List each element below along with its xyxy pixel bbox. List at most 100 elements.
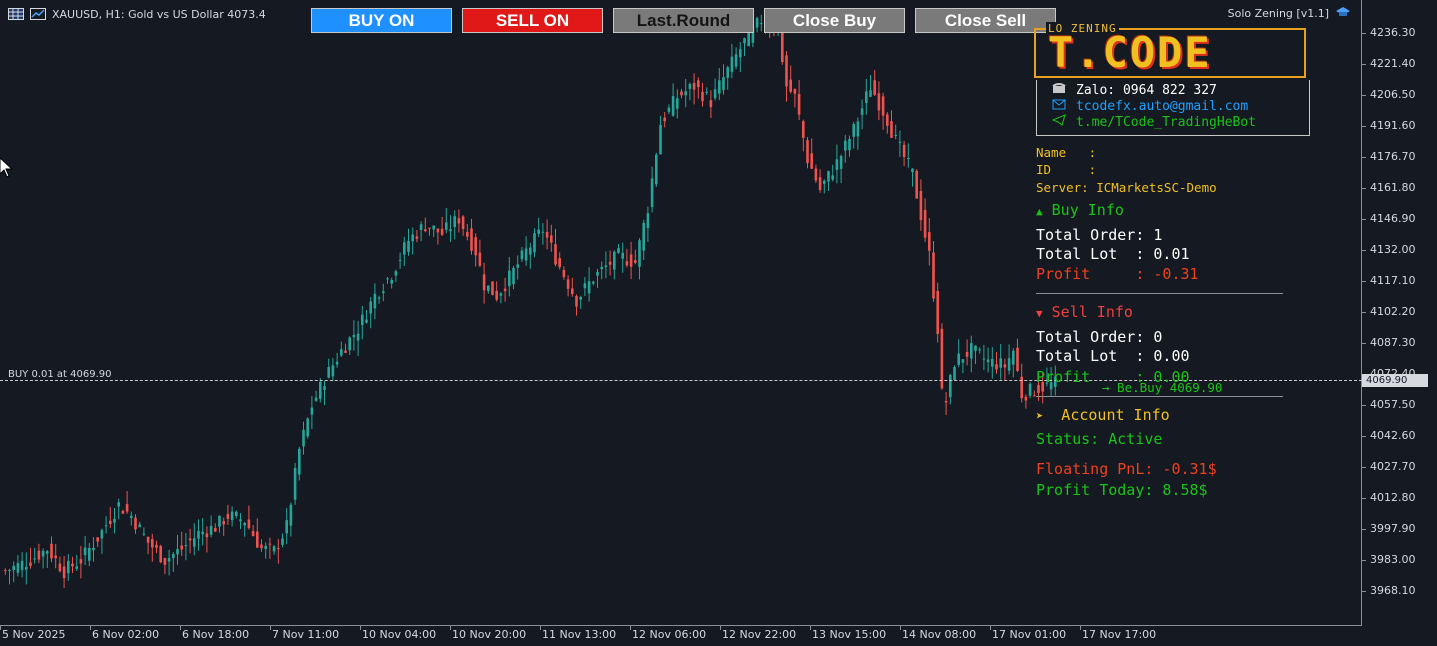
candle-body (1054, 376, 1057, 387)
candle-body (289, 504, 293, 526)
candle-body (440, 228, 444, 235)
candle-body (898, 141, 902, 143)
candle-body (46, 551, 49, 554)
price-label: 4236.30 (1370, 26, 1416, 39)
candle-body (415, 236, 419, 239)
symbol-description: XAUUSD, H1: Gold vs US Dollar 4073.4 (52, 7, 266, 21)
candle-body (919, 190, 923, 221)
candle-body (940, 328, 944, 389)
close-sell-button[interactable]: Close Sell (915, 8, 1056, 33)
candle-body (986, 359, 990, 363)
price-label: 4102.20 (1370, 305, 1416, 318)
sell-on-button[interactable]: SELL ON (462, 8, 603, 33)
candle-body (58, 563, 62, 572)
buy-on-button[interactable]: BUY ON (311, 8, 452, 33)
candle-body (8, 569, 11, 571)
candle-body (361, 314, 364, 326)
candle-body (264, 545, 267, 549)
candle-body (1020, 376, 1023, 399)
candle-body (369, 301, 372, 314)
last-round-button[interactable]: Last.Round (613, 8, 754, 33)
account-info-title: Account Info (1061, 406, 1170, 424)
sell-profit: Profit : 0.00 (1036, 368, 1190, 386)
candle-body (562, 270, 566, 278)
price-tick (1362, 343, 1366, 344)
price-tick (1362, 498, 1366, 499)
candle-body (302, 429, 305, 447)
candle-body (487, 285, 490, 291)
candle-body (113, 518, 116, 523)
candle-body (323, 386, 326, 390)
candle-body (293, 468, 297, 500)
chart-type-icon[interactable] (30, 8, 46, 20)
grid-icon[interactable] (8, 8, 24, 20)
candle-body (545, 231, 549, 238)
candle-body (713, 89, 717, 99)
candle-body (180, 545, 183, 550)
candle-body (71, 563, 74, 567)
email-text: tcodefx.auto@gmail.com (1076, 98, 1249, 114)
candle-body (310, 407, 314, 415)
price-tick (1362, 281, 1366, 282)
candle-body (54, 555, 57, 559)
candle-body (667, 107, 671, 112)
candle-body (411, 234, 414, 242)
candle-body (802, 121, 805, 138)
candle-body (995, 364, 998, 370)
candle-body (659, 125, 662, 155)
candle-body (394, 271, 398, 276)
candle-body (743, 38, 746, 44)
time-label: 6 Nov 02:00 (92, 628, 160, 641)
contact-telegram: t.me/TCode_TradingHeBot (1051, 114, 1256, 130)
candle-body (512, 267, 515, 285)
candle-body (491, 281, 494, 295)
candle-body (20, 560, 24, 570)
candle-body (957, 353, 960, 365)
candle-body (617, 248, 620, 253)
open-order-line[interactable] (0, 380, 1362, 381)
candle-body (865, 91, 868, 103)
time-tick (540, 626, 541, 630)
candle-body (823, 180, 826, 184)
candlestick-chart[interactable] (0, 0, 1362, 626)
price-tick (1362, 467, 1366, 468)
expert-advisor-name[interactable]: Solo Zening [v1.1] (1228, 6, 1351, 21)
candle-body (781, 24, 784, 63)
sell-info-title: Sell Info (1051, 303, 1133, 321)
candle-body (587, 281, 591, 294)
candle-body (100, 529, 104, 539)
price-axis[interactable]: 4236.30 4221.40 4206.50 4191.60 4176.70 4161.… (1362, 0, 1437, 646)
close-buy-button[interactable]: Close Buy (764, 8, 905, 33)
price-label: 3997.90 (1370, 522, 1416, 535)
price-label: 4117.10 (1370, 274, 1416, 287)
candle-body (67, 560, 70, 574)
candle-body (970, 343, 973, 359)
telegram-icon (1051, 114, 1066, 130)
candle-body (83, 547, 87, 556)
candle-body (285, 520, 288, 534)
candle-body (79, 559, 83, 564)
candle-body (117, 502, 120, 507)
candle-body (1037, 384, 1040, 393)
candle-body (251, 531, 255, 537)
time-tick (810, 626, 811, 630)
candle-body (797, 94, 801, 115)
candle-body (566, 279, 570, 289)
time-tick (630, 626, 631, 630)
account-name: Name : (1036, 145, 1097, 160)
candle-body (230, 511, 234, 521)
time-axis[interactable]: 5 Nov 2025 6 Nov 02:00 6 Nov 18:00 7 Nov 11… (0, 626, 1362, 646)
candle-body (692, 83, 696, 90)
chart-area[interactable] (0, 0, 1362, 626)
candle-body (1007, 358, 1011, 371)
phone-icon (1052, 82, 1066, 98)
open-order-label: BUY 0.01 at 4069.90 (8, 369, 112, 380)
candle-body (239, 519, 242, 522)
candle-body (705, 91, 708, 93)
candle-body (390, 279, 393, 284)
candle-body (982, 358, 986, 360)
candle-body (508, 270, 511, 287)
candle-body (382, 291, 385, 294)
candle-body (331, 365, 335, 377)
candle-body (503, 288, 507, 292)
